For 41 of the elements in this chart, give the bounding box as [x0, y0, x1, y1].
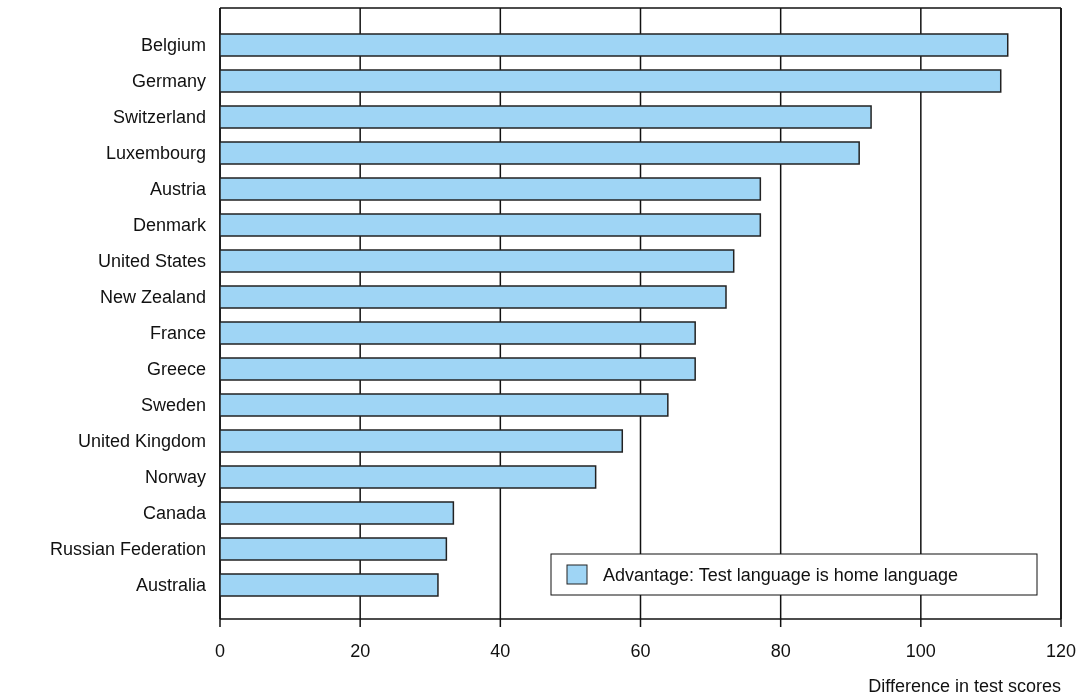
y-tick-label: Belgium: [140, 35, 206, 55]
x-tick-label: 20: [350, 641, 371, 661]
x-tick-label: 120: [1045, 641, 1077, 661]
bar: [219, 393, 669, 417]
y-tick-label: United Kingdom: [77, 431, 206, 451]
x-tick-label: 100: [905, 641, 936, 661]
y-tick-label: New Zealand: [99, 287, 206, 307]
y-tick-label: Greece: [146, 359, 206, 379]
y-tick-label: Canada: [142, 503, 207, 523]
y-tick-label: Sweden: [140, 395, 206, 415]
bar: [219, 105, 872, 129]
y-tick-label: Switzerland: [112, 107, 206, 127]
y-tick-label: France: [149, 323, 206, 343]
bar: [219, 573, 439, 597]
y-tick-label: Luxembourg: [105, 143, 206, 163]
bar: [219, 501, 455, 525]
bar: [219, 33, 1009, 57]
y-tick-label: United States: [97, 251, 206, 271]
bar: [219, 141, 860, 165]
y-tick-label: Norway: [144, 467, 206, 487]
bar: [219, 69, 1002, 93]
bar: [219, 357, 696, 381]
x-tick-label: 0: [214, 641, 226, 661]
bar: [219, 285, 727, 309]
legend-label: Advantage: Test language is home language: [603, 565, 958, 585]
x-axis-title: Difference in test scores: [868, 676, 1061, 696]
bar: [219, 321, 696, 345]
bar: [219, 465, 597, 489]
x-tick-label: 40: [490, 641, 511, 661]
y-tick-label: Germany: [131, 71, 206, 91]
bar: [219, 249, 735, 273]
bar: [219, 177, 762, 201]
y-tick-label: Australia: [135, 575, 207, 595]
y-tick-label: Russian Federation: [49, 539, 206, 559]
bar: [219, 429, 624, 453]
y-tick-label: Denmark: [132, 215, 207, 235]
x-tick-label: 60: [630, 641, 651, 661]
y-tick-label: Austria: [149, 179, 207, 199]
bar: [219, 213, 762, 237]
x-tick-label: 80: [770, 641, 791, 661]
bar: [219, 537, 448, 561]
